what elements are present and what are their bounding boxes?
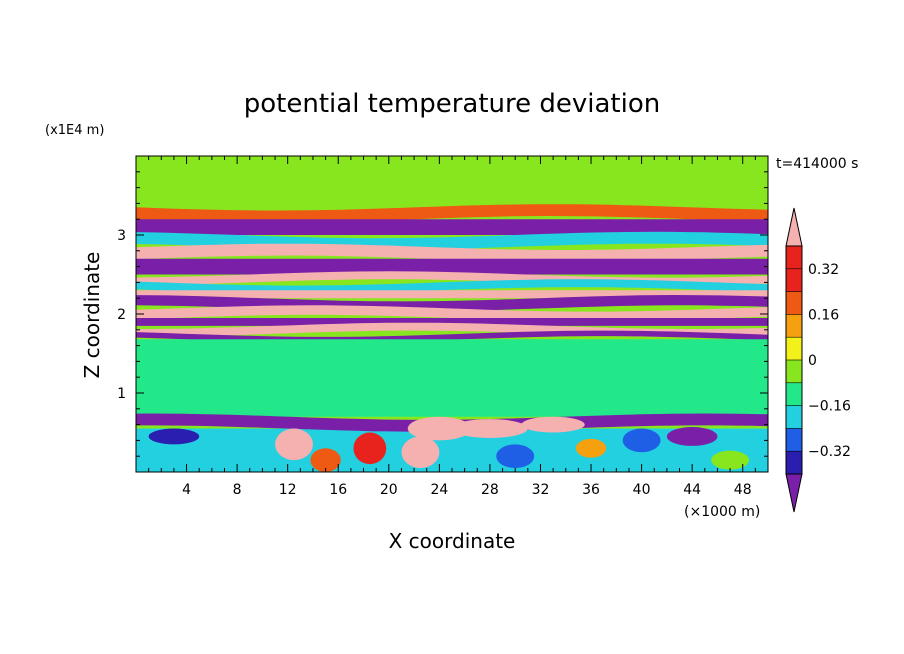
y-tick-label: 2 [117,307,126,323]
field-feature [452,419,528,439]
colorbar-tick-label: −0.32 [808,444,851,460]
field-feature [407,416,471,441]
x-tick-label: 32 [532,482,550,498]
field-feature [521,416,585,433]
field-feature [711,450,750,470]
field-band [136,243,768,262]
x-tick-label: 20 [380,482,398,498]
field-band [136,279,768,294]
field-band [136,305,768,322]
field-feature [496,444,535,469]
field-feature [275,428,313,461]
colorbar-segment [786,405,802,429]
y-tick-label: 3 [117,228,126,244]
colorbar-segment [786,382,802,406]
field-feature [575,438,607,458]
colorbar-segment [786,314,802,338]
field-feature [148,428,200,445]
x-tick-label: 36 [582,482,600,498]
colorbar-segment [786,428,802,452]
field-band [136,219,768,235]
x-tick-label: 4 [182,482,191,498]
x-tick-label: 24 [430,482,448,498]
colorbar-segment [786,291,802,315]
x-axis: 4 8 12 16 20 24 28 32 36 40 44 48 [148,156,756,498]
colorbar-tick-label: 0.16 [808,307,839,323]
y-axis-label: Z coordinate [80,252,104,379]
colorbar: 0.32 0.16 0 −0.16 −0.32 [785,207,851,513]
time-label: t=414000 s [776,156,858,172]
x-tick-label: 48 [734,482,752,498]
x-tick-label: 44 [683,482,701,498]
colorbar-segment [786,451,802,474]
field-band [136,204,768,223]
y-axis: 1 2 3 [117,171,768,457]
field-feature [666,426,718,446]
field-feature [353,432,387,465]
x-tick-label: 12 [279,482,297,498]
colorbar-segment [786,337,802,360]
field-band [136,258,768,275]
chart-title: potential temperature deviation [244,89,660,119]
colorbar-tick-label: −0.16 [808,399,851,415]
x-tick-label: 28 [481,482,499,498]
field-feature [401,436,440,469]
field-feature [622,428,661,453]
field-feature [221,440,253,457]
colorbar-tick-label: 0 [808,353,817,369]
field-feature [310,448,341,472]
y-tick-label: 1 [117,386,126,402]
y-unit-label: (x1E4 m) [45,123,104,138]
field-band [136,318,768,326]
x-unit-label: (×1000 m) [684,504,760,520]
x-axis-label: X coordinate [389,529,516,553]
x-tick-label: 40 [633,482,651,498]
x-tick-label: 16 [329,482,347,498]
x-tick-label: 8 [233,482,242,498]
colorbar-extend-max [785,207,803,247]
plot-area [136,156,768,472]
colorbar-extend-min [785,473,803,513]
field-band [136,339,768,417]
colorbar-segment [786,360,802,383]
colorbar-segment [786,268,802,292]
colorbar-segment [786,246,802,269]
colorbar-tick-label: 0.32 [808,262,839,278]
